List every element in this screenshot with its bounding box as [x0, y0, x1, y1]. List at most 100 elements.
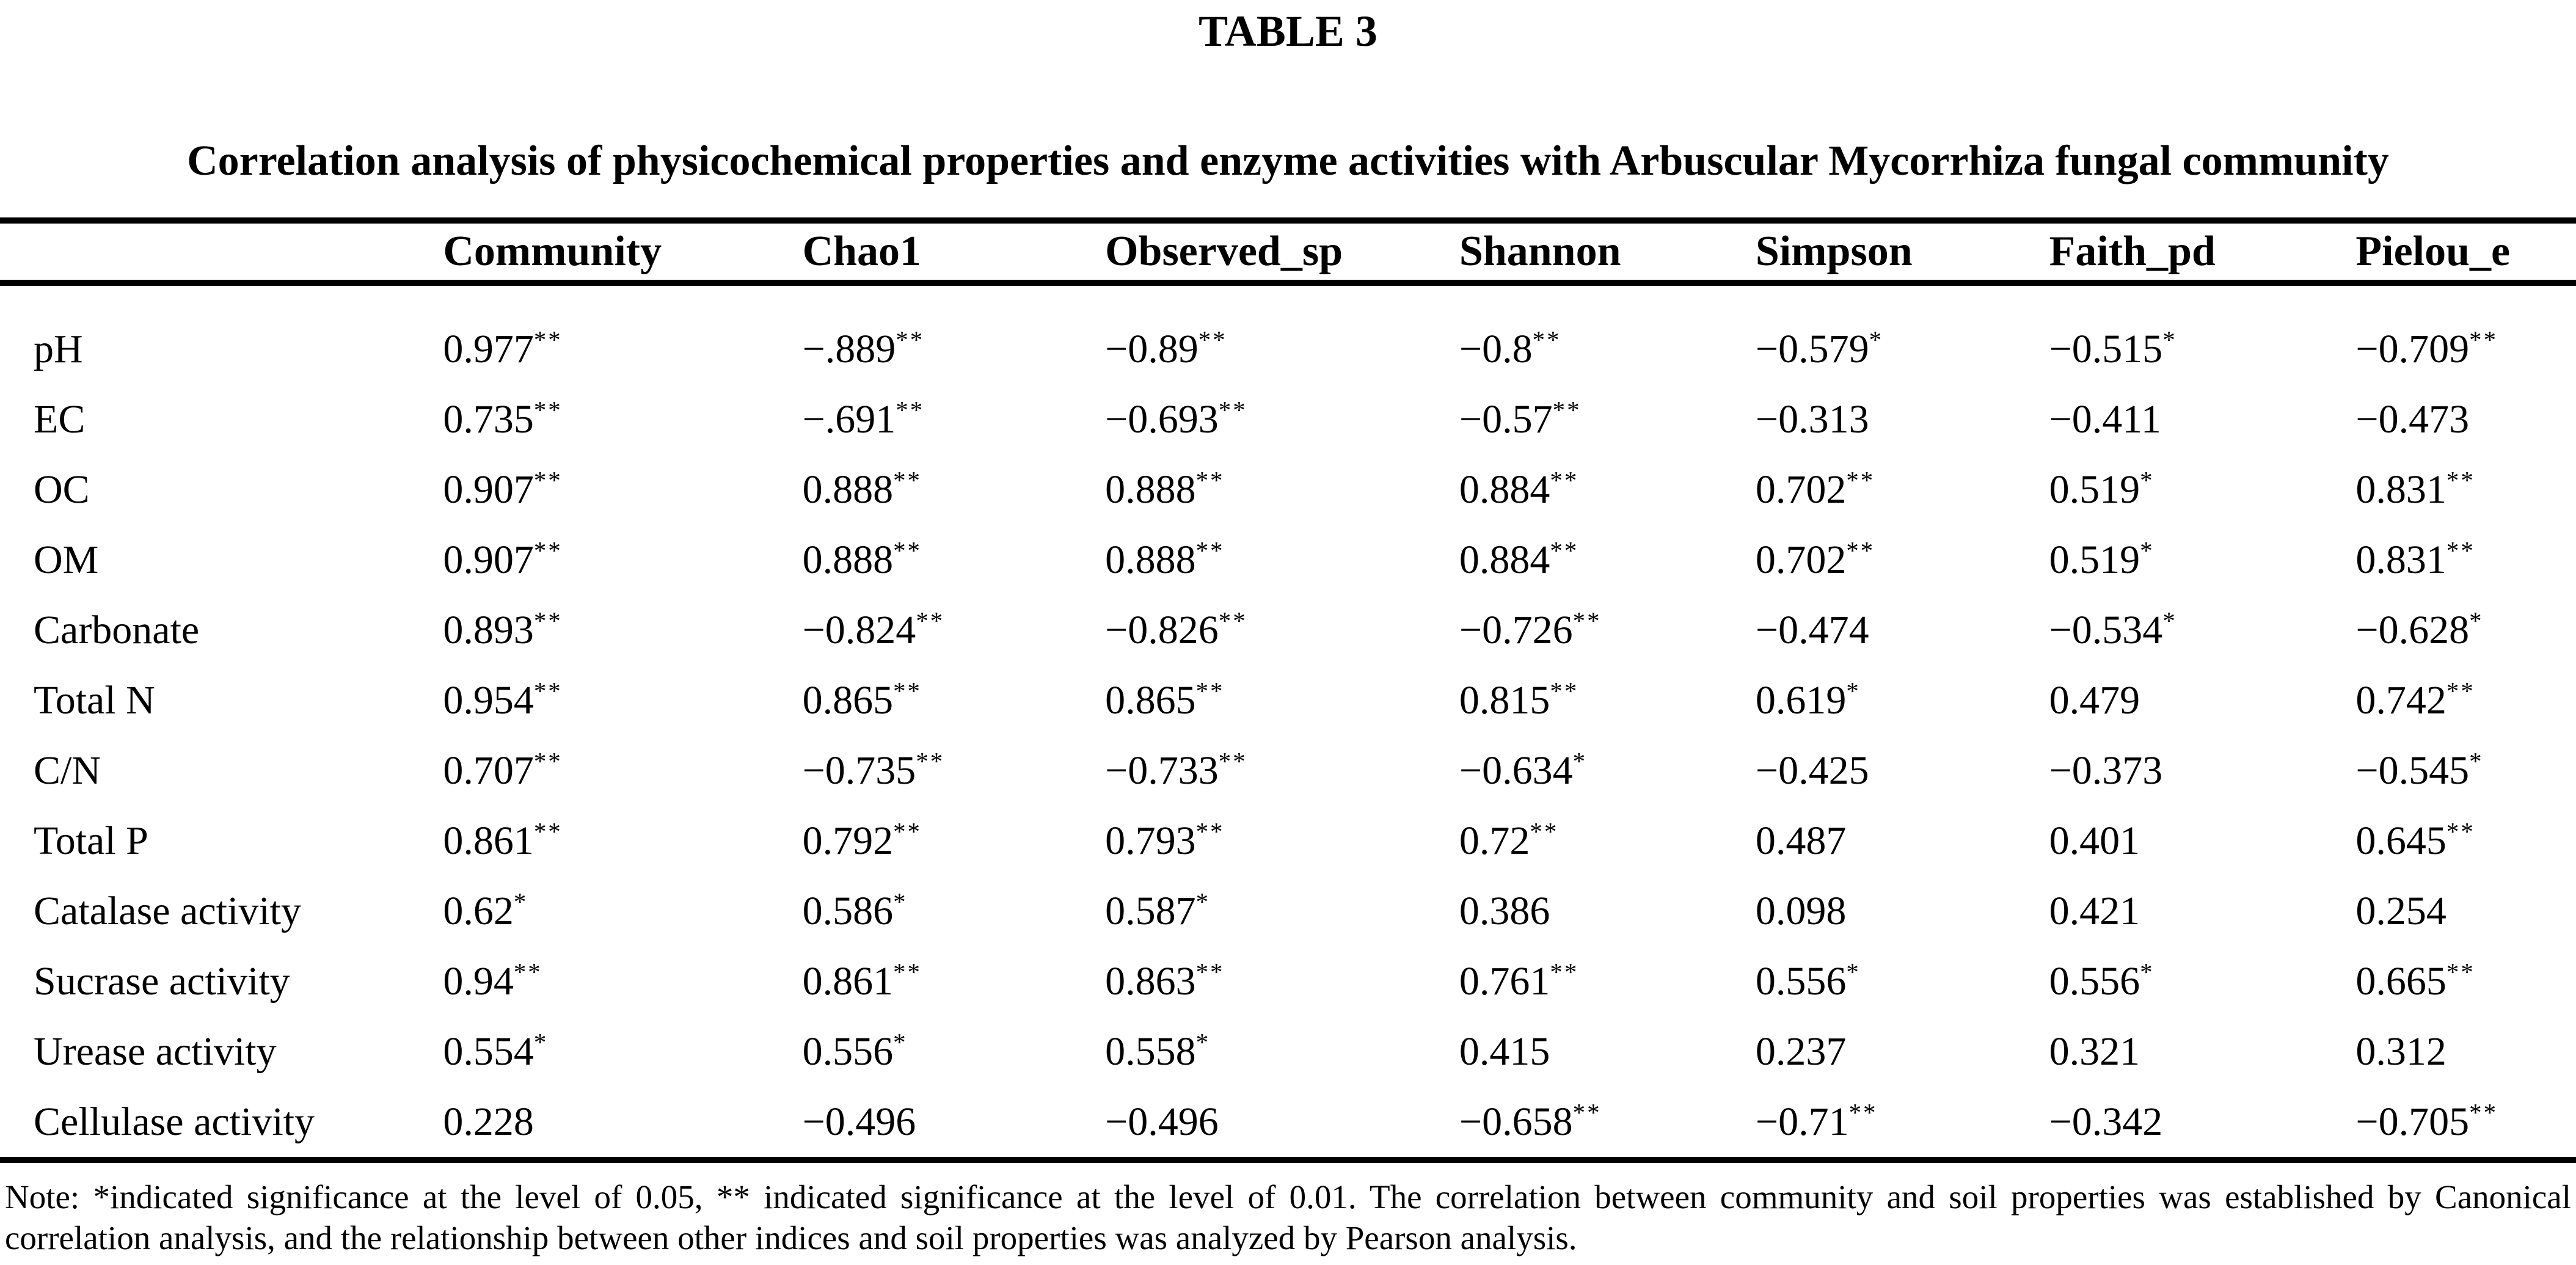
significance-stars: ** — [1195, 958, 1225, 986]
significance-stars: ** — [533, 536, 563, 564]
row-label: C/N — [34, 748, 101, 793]
value-cell-observed-sp: 0.888** — [1105, 536, 1225, 582]
value-cell-chao1: −0.824** — [802, 607, 945, 652]
significance-stars: ** — [893, 536, 922, 564]
value-cell-community: 0.893** — [443, 607, 563, 652]
value-cell-chao1: 0.888** — [802, 536, 922, 582]
value-cell-observed-sp: −0.89** — [1105, 326, 1227, 371]
value-cell-pielou-e: 0.831** — [2355, 466, 2475, 512]
significance-stars: ** — [1846, 466, 1875, 494]
value-cell-faith-pd: −0.411 — [2049, 396, 2161, 442]
significance-stars: ** — [1218, 747, 1247, 775]
value-cell-community: 0.228 — [443, 1099, 534, 1144]
value-cell-faith-pd: −0.534* — [2049, 607, 2177, 652]
value-cell-simpson: −0.313 — [1755, 396, 1869, 442]
value-cell-shannon: −0.634* — [1459, 747, 1588, 793]
value-cell-community: 0.977** — [443, 326, 563, 371]
column-header-pielou-e: Pielou_e — [2355, 221, 2576, 286]
row-label: Sucrase activity — [34, 958, 290, 1004]
column-header-shannon: Shannon — [1459, 221, 1756, 286]
significance-stars: * — [1572, 747, 1588, 775]
value-cell-faith-pd: 0.421 — [2049, 888, 2140, 933]
value-cell-community: 0.707** — [443, 747, 563, 793]
value-cell-community: 0.62* — [443, 888, 528, 933]
table-row-ph: pH 0.977** −.889** −0.89** −0.8** −0.579* −0.5… — [0, 283, 2576, 384]
value-cell-observed-sp: −0.693** — [1105, 396, 1247, 442]
column-header-faith-pd: Faith_pd — [2049, 221, 2356, 286]
table-row-total-n: Total N 0.954** 0.865** 0.865** 0.815** 0.619… — [0, 665, 2576, 735]
significance-stars: ** — [1552, 396, 1582, 424]
significance-stars: * — [1846, 958, 1861, 986]
significance-stars: ** — [896, 396, 925, 424]
value-cell-shannon: −0.8** — [1459, 326, 1561, 371]
value-cell-chao1: −0.735** — [802, 747, 945, 793]
significance-stars: * — [2162, 607, 2177, 635]
value-cell-faith-pd: −0.342 — [2049, 1099, 2163, 1144]
value-cell-community: 0.94** — [443, 958, 542, 1004]
value-cell-pielou-e: −0.705** — [2355, 1098, 2498, 1144]
significance-stars: * — [1195, 1028, 1211, 1056]
value-cell-simpson: 0.702** — [1755, 466, 1875, 512]
page-title: TABLE 3 — [1199, 7, 1377, 56]
significance-stars: * — [1846, 677, 1861, 705]
significance-stars: ** — [2446, 958, 2475, 986]
significance-stars: ** — [1195, 817, 1225, 845]
significance-stars: ** — [2446, 817, 2475, 845]
table-body: pH 0.977** −.889** −0.89** −0.8** −0.579* −0.5… — [0, 283, 2576, 1160]
table-row-catalase-activity: Catalase activity 0.62* 0.586* 0.587* 0.386 0… — [0, 876, 2576, 946]
value-cell-shannon: −0.658** — [1459, 1098, 1602, 1144]
value-cell-chao1: 0.792** — [802, 817, 922, 863]
value-cell-simpson: 0.487 — [1755, 818, 1847, 863]
value-cell-shannon: −0.57** — [1459, 396, 1582, 442]
value-cell-simpson: 0.619* — [1755, 677, 1861, 723]
significance-stars: * — [2140, 958, 2155, 986]
value-cell-pielou-e: 0.645** — [2355, 817, 2475, 863]
value-cell-pielou-e: −0.473 — [2355, 396, 2470, 442]
significance-stars: ** — [1846, 536, 1875, 564]
value-cell-shannon: 0.386 — [1459, 888, 1550, 933]
value-cell-chao1: −.691** — [802, 396, 925, 442]
value-cell-simpson: −0.425 — [1755, 748, 1869, 793]
significance-stars: * — [513, 888, 528, 916]
value-cell-pielou-e: 0.742** — [2355, 677, 2475, 723]
value-cell-chao1: 0.586* — [802, 888, 908, 933]
table-subtitle: Correlation analysis of physicochemical … — [187, 137, 2389, 185]
value-cell-simpson: −0.474 — [1755, 607, 1869, 652]
value-cell-pielou-e: 0.312 — [2355, 1029, 2446, 1074]
value-cell-pielou-e: 0.254 — [2355, 888, 2446, 933]
value-cell-chao1: 0.865** — [802, 677, 922, 723]
column-header-community: Community — [443, 221, 803, 286]
value-cell-simpson: 0.237 — [1755, 1029, 1847, 1074]
value-cell-faith-pd: 0.321 — [2049, 1029, 2140, 1074]
row-label: Urease activity — [34, 1029, 277, 1074]
significance-stars: * — [893, 888, 908, 916]
value-cell-chao1: 0.888** — [802, 466, 922, 512]
significance-stars: ** — [1550, 466, 1579, 494]
value-cell-observed-sp: 0.865** — [1105, 677, 1225, 723]
significance-stars: ** — [893, 466, 922, 494]
value-cell-pielou-e: −0.628* — [2355, 607, 2484, 652]
value-cell-community: 0.907** — [443, 466, 563, 512]
column-header-chao1: Chao1 — [802, 221, 1106, 286]
value-cell-chao1: −0.496 — [802, 1099, 916, 1144]
value-cell-faith-pd: 0.401 — [2049, 818, 2140, 863]
value-cell-observed-sp: −0.733** — [1105, 747, 1247, 793]
value-cell-observed-sp: −0.496 — [1105, 1099, 1219, 1144]
value-cell-pielou-e: −0.709** — [2355, 326, 2498, 371]
significance-stars: ** — [513, 958, 542, 986]
significance-stars: ** — [916, 607, 945, 635]
value-cell-chao1: 0.556* — [802, 1028, 908, 1074]
column-header-simpson: Simpson — [1755, 221, 2049, 286]
row-label: Total N — [34, 677, 155, 723]
value-cell-faith-pd: 0.519* — [2049, 536, 2155, 582]
row-label-header — [0, 221, 443, 286]
table-row-sucrase-activity: Sucrase activity 0.94** 0.861** 0.863** 0.76… — [0, 946, 2576, 1016]
significance-stars: ** — [1530, 817, 1559, 845]
significance-stars: * — [893, 1028, 908, 1056]
value-cell-shannon: 0.72** — [1459, 817, 1559, 863]
significance-stars: ** — [1848, 1098, 1878, 1126]
significance-stars: ** — [533, 466, 563, 494]
column-header-observed-sp: Observed_sp — [1105, 221, 1459, 286]
significance-stars: ** — [1218, 607, 1247, 635]
